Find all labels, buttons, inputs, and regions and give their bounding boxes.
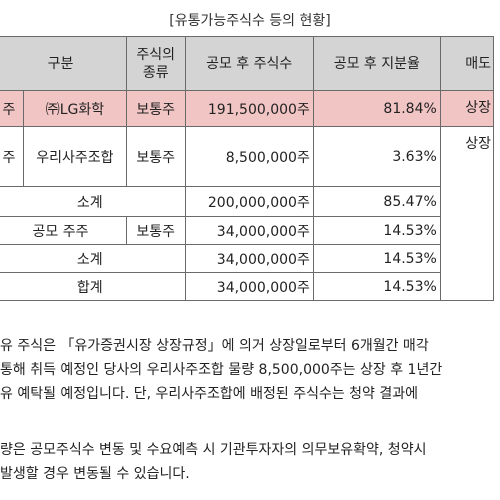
shares-after-offering: 34,000,000주 [184,244,314,273]
subtotal-label: 소계 [0,186,186,217]
footnote-line: 통해 취득 예정인 당사의 우리사주조합 물량 8,500,000주는 상장 후… [0,362,443,378]
shares-after-offering: 200,000,000주 [184,186,314,217]
table-row: 주 우리사주조합 보통주 8,500,000주 3.63% 상장 [0,126,495,301]
subtotal-label: 소계 [0,244,186,273]
shares-after-offering: 8,500,000주 [184,126,314,187]
section-title: [유통가능주식수 등의 현황] [169,13,331,29]
ratio-after-offering: 3.63% [312,126,441,187]
ratio-after-offering: 14.53% [312,216,441,245]
row-category-cell: 주 [0,126,24,187]
public-offering-holders: 공모 주주 [0,216,127,245]
header-ratio-after-offering: 공모 후 지분율 [312,36,441,91]
table-row: 공모 주주 보통주 34,000,000주 14.53% [0,216,494,245]
header-shares-after-offering: 공모 후 주식수 [184,36,314,91]
header-lockup: 매도 [439,36,495,91]
lockup-period: 상장 [439,126,495,301]
table-row: 주 ㈜LG화학 보통주 191,500,000주 81.84% 상장 [0,90,495,127]
shares-after-offering: 34,000,000주 [184,216,314,245]
footnote-line: 유 주식은 「유가증권시장 상장규정」에 의거 상장일로부터 6개월간 매각 [0,338,429,354]
header-category: 구분 [0,36,127,91]
footnote-line: 발생할 경우 변동될 수 있습니다. [0,466,190,482]
shares-after-offering: 191,500,000주 [184,90,314,127]
distributable-shares-table: 구분 주식의 종류 공모 후 주식수 공모 후 지분율 매도 주 ㈜LG화학 보… [0,36,495,301]
stock-type: 보통주 [125,216,186,245]
stock-type: 보통주 [125,90,186,127]
table-row: 소계 200,000,000주 85.47% [0,186,494,217]
holder-name: ㈜LG화학 [22,90,127,127]
row-category-cell: 주 [0,90,24,127]
header-stock-type-line1: 주식의 [136,46,176,63]
shares-after-offering: 34,000,000주 [184,272,314,301]
table-row: 소계 34,000,000주 14.53% [0,244,494,273]
lockup-period: 상장 [439,90,495,127]
total-label: 합계 [0,272,186,301]
stock-type: 보통주 [125,126,186,187]
footnote-line: 유 예탁될 예정입니다. 단, 우리사주조합에 배정된 주식수는 청약 결과에 [0,386,419,402]
header-stock-type-line2: 종류 [142,64,169,81]
ratio-after-offering: 85.47% [312,186,441,217]
ratio-after-offering: 14.53% [312,272,441,301]
table-row: 합계 34,000,000주 14.53% [0,272,494,301]
header-stock-type: 주식의 종류 [125,36,186,91]
footnote-line: 량은 공모주식수 변동 및 수요예측 시 기관투자자의 의무보유확약, 청약시 [0,442,427,458]
table-header-row: 구분 주식의 종류 공모 후 주식수 공모 후 지분율 매도 [0,36,495,91]
ratio-after-offering: 81.84% [312,90,441,127]
holder-name: 우리사주조합 [22,126,127,187]
ratio-after-offering: 14.53% [312,244,441,273]
